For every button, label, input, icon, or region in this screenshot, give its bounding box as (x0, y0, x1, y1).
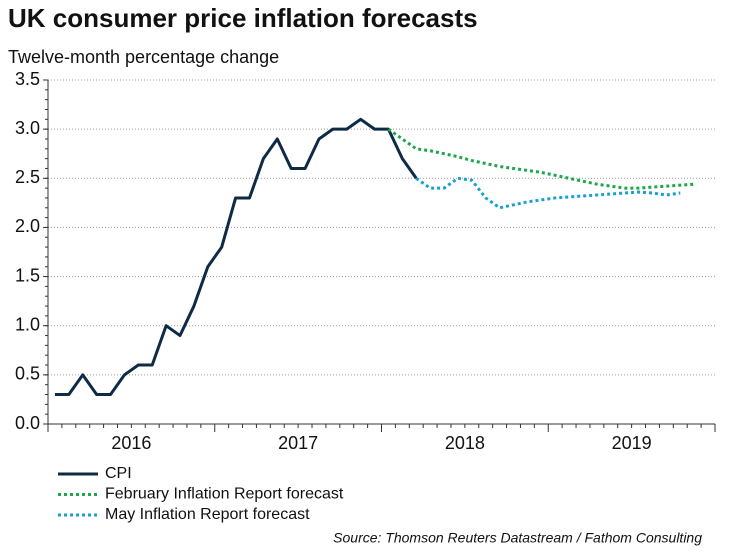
series-line (387, 127, 695, 190)
x-tick-label: 2017 (278, 433, 318, 453)
y-tick-label: 2.5 (15, 167, 40, 187)
y-tick-label: 2.0 (15, 216, 40, 236)
x-tick-label: 2019 (612, 433, 652, 453)
legend-label: May Inflation Report forecast (105, 506, 310, 523)
y-tick-label: 0.5 (15, 364, 40, 384)
y-tick-label: 0.0 (15, 413, 40, 433)
x-tick-label: 2016 (111, 433, 151, 453)
source-note: Source: Thomson Reuters Datastream / Fat… (333, 530, 702, 546)
chart-subtitle: Twelve-month percentage change (8, 47, 279, 67)
y-tick-label: 1.0 (15, 314, 40, 334)
chart-title: UK consumer price inflation forecasts (8, 3, 478, 33)
y-tick-label: 1.5 (15, 265, 40, 285)
y-tick-label: 3.5 (15, 69, 40, 89)
y-tick-label: 3.0 (15, 118, 40, 138)
x-tick-label: 2018 (445, 433, 485, 453)
series-line (415, 176, 681, 210)
series-line (54, 117, 418, 397)
legend-label: February Inflation Report forecast (105, 486, 344, 503)
legend-label: CPI (105, 465, 132, 482)
